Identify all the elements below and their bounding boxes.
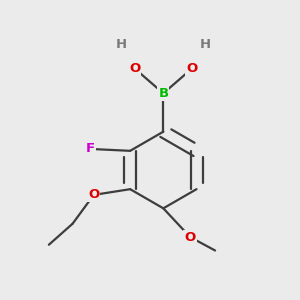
- Text: O: O: [187, 62, 198, 75]
- Text: O: O: [184, 231, 196, 244]
- Text: O: O: [88, 188, 99, 201]
- Text: O: O: [129, 62, 140, 75]
- Text: H: H: [116, 38, 127, 51]
- Text: H: H: [200, 38, 211, 51]
- Text: B: B: [158, 87, 168, 100]
- Text: F: F: [85, 142, 94, 155]
